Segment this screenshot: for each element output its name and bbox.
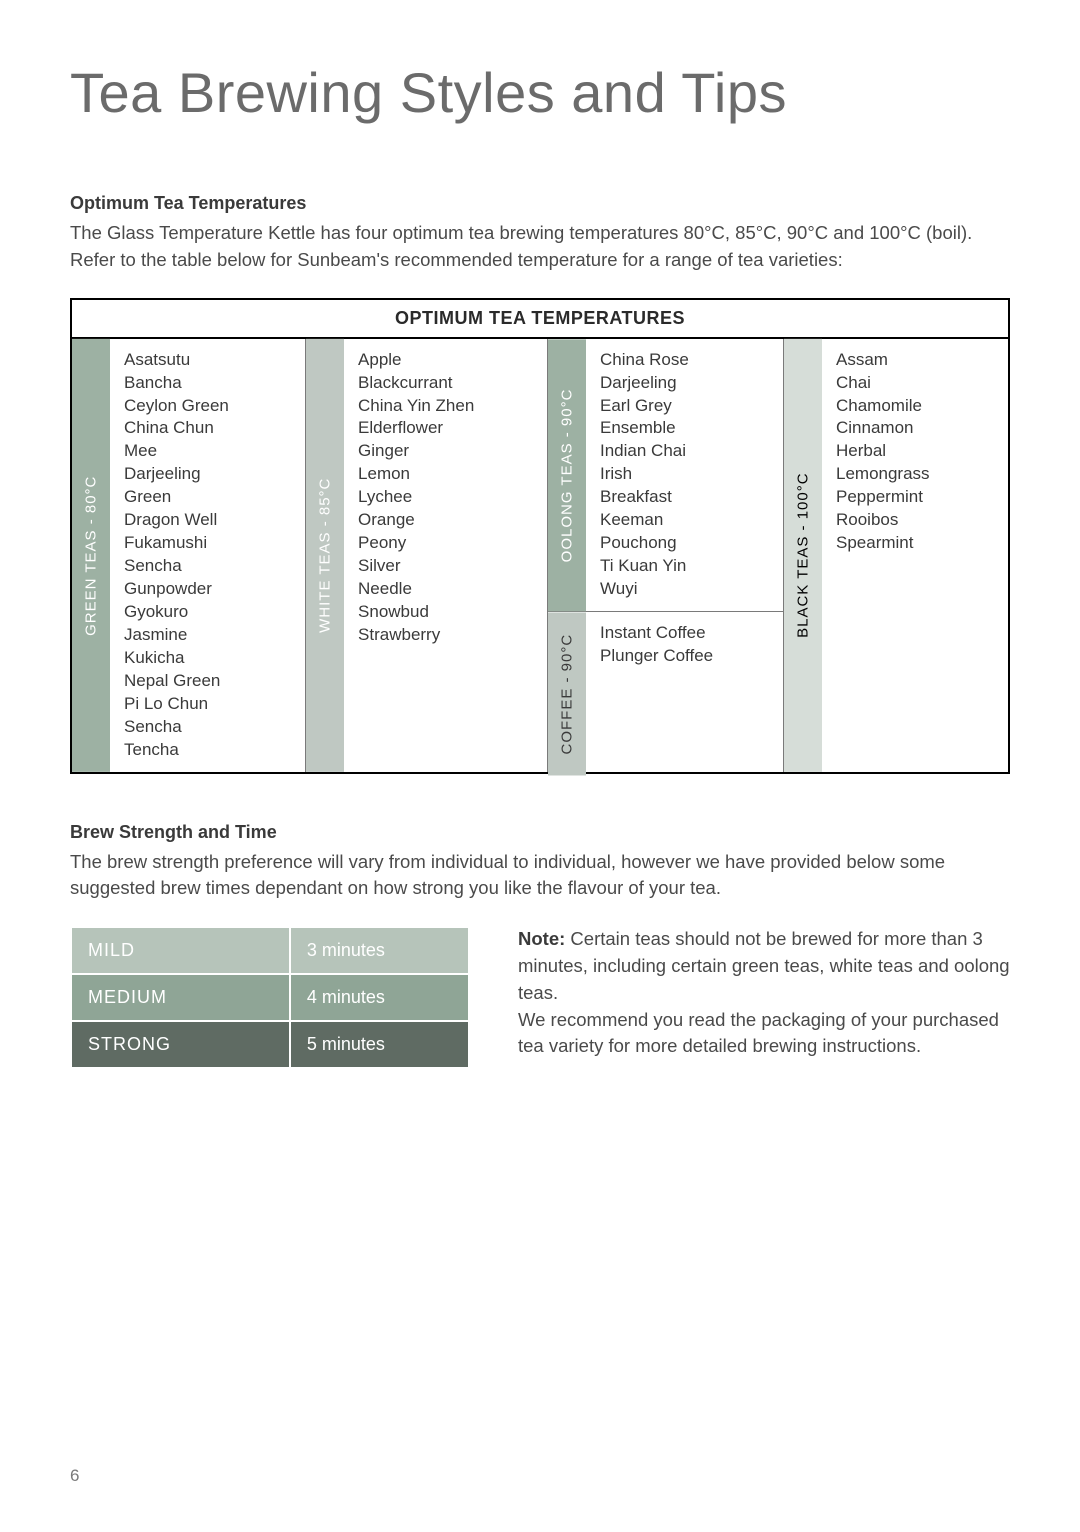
list-item: Bancha [124, 372, 293, 395]
cell-coffee: COFFEE - 90°C Instant CoffeePlunger Coff… [548, 611, 783, 775]
brew-label: STRONG [71, 1021, 290, 1068]
list-item: Earl Grey [600, 395, 771, 418]
list-item: Ti Kuan Yin [600, 555, 771, 578]
list-item: Strawberry [358, 624, 535, 647]
note-p1: Note: Certain teas should not be brewed … [518, 926, 1020, 1006]
list-item: Cinnamon [836, 417, 996, 440]
list-item: Green [124, 486, 293, 509]
list-item: Plunger Coffee [600, 645, 771, 668]
list-coffee: Instant CoffeePlunger Coffee [586, 612, 783, 775]
list-item: Elderflower [358, 417, 535, 440]
band-oolong: OOLONG TEAS - 90°C [548, 339, 586, 611]
lower-row: MILD 3 minutes MEDIUM 4 minutes STRONG 5… [70, 926, 1020, 1069]
list-item: Asatsutu [124, 349, 293, 372]
list-item: Fukamushi [124, 532, 293, 555]
list-item: Assam [836, 349, 996, 372]
cell-oolong: OOLONG TEAS - 90°C China RoseDarjeelingE… [548, 339, 783, 611]
list-item: Sencha [124, 716, 293, 739]
list-item: China Chun [124, 417, 293, 440]
note-label: Note: [518, 928, 565, 949]
list-item: Chamomile [836, 395, 996, 418]
col-right: OOLONG TEAS - 90°C China RoseDarjeelingE… [548, 339, 1008, 772]
list-item: Rooibos [836, 509, 996, 532]
list-item: Blackcurrant [358, 372, 535, 395]
list-item: Snowbud [358, 601, 535, 624]
list-item: Herbal [836, 440, 996, 463]
note-block: Note: Certain teas should not be brewed … [518, 926, 1020, 1060]
page-title: Tea Brewing Styles and Tips [70, 60, 1020, 125]
brew-row-medium: MEDIUM 4 minutes [71, 974, 469, 1021]
section1-heading: Optimum Tea Temperatures [70, 193, 1020, 214]
list-item: China Yin Zhen [358, 395, 535, 418]
list-item: China Rose [600, 349, 771, 372]
list-item: Chai [836, 372, 996, 395]
list-item: Apple [358, 349, 535, 372]
brew-time: 5 minutes [290, 1021, 469, 1068]
list-item: Ginger [358, 440, 535, 463]
list-item: Indian Chai [600, 440, 771, 463]
note-p2: We recommend you read the packaging of y… [518, 1007, 1020, 1061]
list-oolong: China RoseDarjeelingEarl GreyEnsembleInd… [586, 339, 783, 611]
optimum-temperatures-table: OPTIMUM TEA TEMPERATURES GREEN TEAS - 80… [70, 298, 1010, 774]
brew-strength-table: MILD 3 minutes MEDIUM 4 minutes STRONG 5… [70, 926, 470, 1069]
list-item: Silver [358, 555, 535, 578]
opt-table-body: GREEN TEAS - 80°C AsatsutuBanchaCeylon G… [72, 339, 1008, 772]
list-item: Tencha [124, 739, 293, 762]
list-item: Pouchong [600, 532, 771, 555]
list-item: Nepal Green [124, 670, 293, 693]
list-item: Mee [124, 440, 293, 463]
list-item: Ensemble [600, 417, 771, 440]
list-item: Kukicha [124, 647, 293, 670]
brew-time: 3 minutes [290, 927, 469, 974]
section2-heading: Brew Strength and Time [70, 822, 1020, 843]
band-coffee: COFFEE - 90°C [548, 612, 586, 775]
list-item: Peppermint [836, 486, 996, 509]
list-item: Spearmint [836, 532, 996, 555]
section2-body: The brew strength preference will vary f… [70, 849, 1020, 903]
list-item: Jasmine [124, 624, 293, 647]
page-number: 6 [70, 1466, 79, 1486]
brew-row-strong: STRONG 5 minutes [71, 1021, 469, 1068]
list-item: Lychee [358, 486, 535, 509]
brew-row-mild: MILD 3 minutes [71, 927, 469, 974]
list-item: Darjeeling [600, 372, 771, 395]
list-item: Gyokuro [124, 601, 293, 624]
brew-time: 4 minutes [290, 974, 469, 1021]
col-oolong-coffee: OOLONG TEAS - 90°C China RoseDarjeelingE… [548, 339, 784, 772]
list-green: AsatsutuBanchaCeylon GreenChina ChunMeeD… [110, 339, 305, 772]
list-item: Instant Coffee [600, 622, 771, 645]
list-item: Wuyi [600, 578, 771, 601]
list-item: Orange [358, 509, 535, 532]
brew-label: MEDIUM [71, 974, 290, 1021]
band-black: BLACK TEAS - 100°C [784, 339, 822, 772]
list-item: Darjeeling [124, 463, 293, 486]
list-item: Ceylon Green [124, 395, 293, 418]
list-item: Pi Lo Chun [124, 693, 293, 716]
list-item: Needle [358, 578, 535, 601]
band-white: WHITE TEAS - 85°C [306, 339, 344, 772]
list-item: Keeman [600, 509, 771, 532]
list-black: AssamChaiChamomileCinnamonHerbalLemongra… [822, 339, 1008, 772]
section1-body: The Glass Temperature Kettle has four op… [70, 220, 1020, 274]
list-item: Lemon [358, 463, 535, 486]
list-item: Breakfast [600, 486, 771, 509]
opt-table-title: OPTIMUM TEA TEMPERATURES [72, 300, 1008, 339]
list-item: Gunpowder [124, 578, 293, 601]
list-item: Irish [600, 463, 771, 486]
col-black: BLACK TEAS - 100°C AssamChaiChamomileCin… [784, 339, 1008, 772]
list-white: AppleBlackcurrantChina Yin ZhenElderflow… [344, 339, 547, 772]
note-line1: Certain teas should not be brewed for mo… [518, 928, 1010, 1003]
band-green: GREEN TEAS - 80°C [72, 339, 110, 772]
list-item: Lemongrass [836, 463, 996, 486]
list-item: Peony [358, 532, 535, 555]
col-green: GREEN TEAS - 80°C AsatsutuBanchaCeylon G… [72, 339, 306, 772]
col-white: WHITE TEAS - 85°C AppleBlackcurrantChina… [306, 339, 548, 772]
brew-label: MILD [71, 927, 290, 974]
list-item: Sencha [124, 555, 293, 578]
list-item: Dragon Well [124, 509, 293, 532]
